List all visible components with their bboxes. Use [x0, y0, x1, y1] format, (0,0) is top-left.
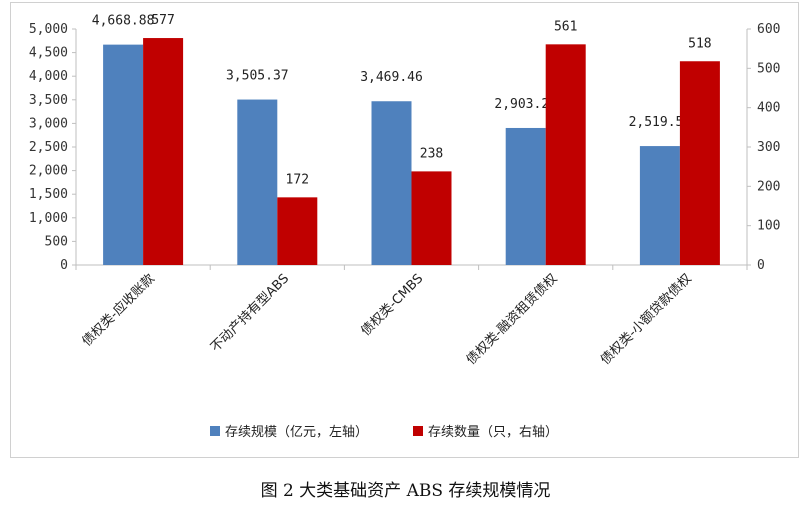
left-tick-label: 4,000	[29, 69, 68, 84]
category-label: 债权类-CMBS	[358, 271, 427, 340]
right-tick-label: 100	[757, 219, 780, 234]
right-tick-label: 200	[757, 179, 780, 194]
left-tick-label: 0	[60, 258, 68, 273]
bar-scale	[237, 99, 278, 265]
data-label-count: 172	[286, 172, 309, 187]
bar-count	[411, 171, 452, 265]
legend-swatch-scale	[210, 426, 220, 436]
category-label: 债权类-应收账款	[79, 271, 158, 350]
data-label-scale: 2,903.23	[494, 97, 557, 112]
bar-scale	[103, 44, 144, 266]
left-tick-label: 4,500	[29, 46, 68, 61]
data-label-count: 561	[554, 19, 577, 34]
data-label-count: 238	[420, 146, 443, 161]
left-tick-label: 2,500	[29, 140, 68, 155]
left-tick-label: 500	[45, 234, 68, 249]
data-label-scale: 4,668.88	[92, 14, 155, 29]
bar-chart: 0 500 1,000 1,500 2,000 2,500 3,000 3,500 4,000 4…	[29, 13, 781, 440]
right-tick-label: 400	[757, 101, 780, 116]
left-tick-label: 2,000	[29, 164, 68, 179]
category-label: 债权类-小额贷款债权	[597, 271, 694, 368]
figure-caption: 图 2 大类基础资产 ABS 存续规模情况	[260, 481, 551, 501]
left-tick-label: 3,500	[29, 93, 68, 108]
data-label-scale: 3,469.46	[360, 70, 423, 85]
data-label-scale: 2,519.54	[629, 115, 692, 130]
data-label-count: 518	[688, 36, 711, 51]
bar-count	[277, 197, 318, 265]
legend-label-scale: 存续规模（亿元，左轴）	[225, 425, 368, 440]
legend-label-count: 存续数量（只，右轴）	[428, 425, 558, 440]
bar-count	[143, 38, 184, 266]
legend-swatch-count	[413, 426, 423, 436]
left-tick-label: 1,000	[29, 211, 68, 226]
left-tick-label: 3,000	[29, 116, 68, 131]
data-label-count: 577	[151, 13, 174, 28]
bar-count	[545, 44, 586, 266]
bar-count	[679, 61, 720, 266]
right-tick-label: 600	[757, 22, 780, 37]
right-tick-label: 500	[757, 61, 780, 76]
right-tick-label: 0	[757, 258, 765, 273]
data-label-scale: 3,505.37	[226, 69, 289, 84]
category-label: 不动产持有型ABS	[208, 271, 292, 355]
left-tick-label: 1,500	[29, 187, 68, 202]
left-tick-label: 5,000	[29, 22, 68, 37]
bar-scale	[639, 146, 680, 265]
bar-scale	[505, 127, 546, 265]
category-label: 债权类-融资租赁债权	[463, 271, 560, 368]
bar-scale	[371, 101, 412, 265]
right-tick-label: 300	[757, 140, 780, 155]
